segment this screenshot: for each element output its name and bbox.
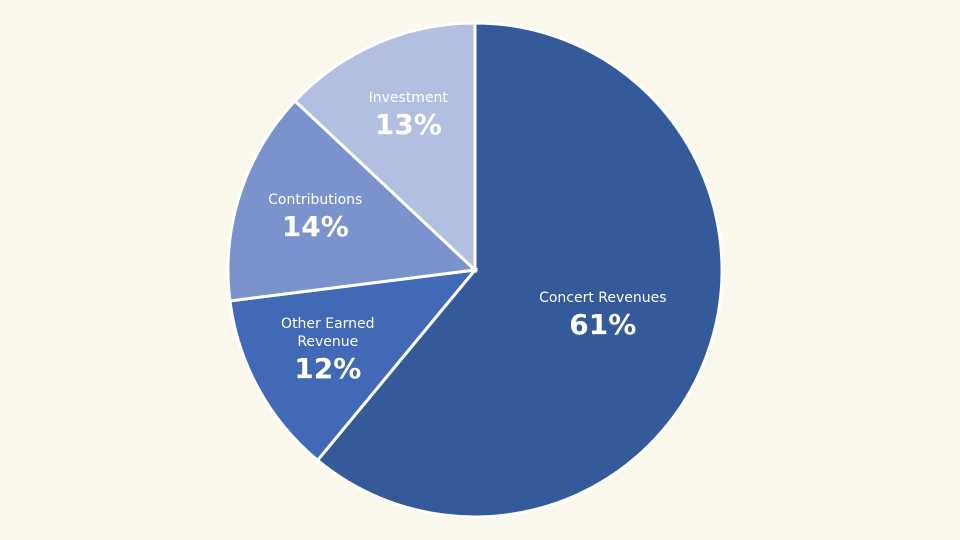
value-label: 13% [374,107,442,141]
pie-slice [226,98,479,303]
slice-label: Investment 13% [323,89,493,143]
slice-label: Contributions 14% [230,191,400,245]
value-label: 14% [281,210,349,244]
pie-slice [292,21,477,274]
value-label: 12% [294,351,362,385]
category-label: Other Earned Revenue [281,315,375,350]
value-label: 61% [569,308,637,342]
pie-slice [228,268,479,463]
slice-label: Concert Revenues 61% [518,289,688,343]
pie-slice [315,21,724,519]
slice-label: Other Earned Revenue 12% [243,315,413,387]
category-label: Concert Revenues [539,290,667,307]
category-label: Investment [368,89,448,106]
category-label: Contributions [268,192,363,209]
